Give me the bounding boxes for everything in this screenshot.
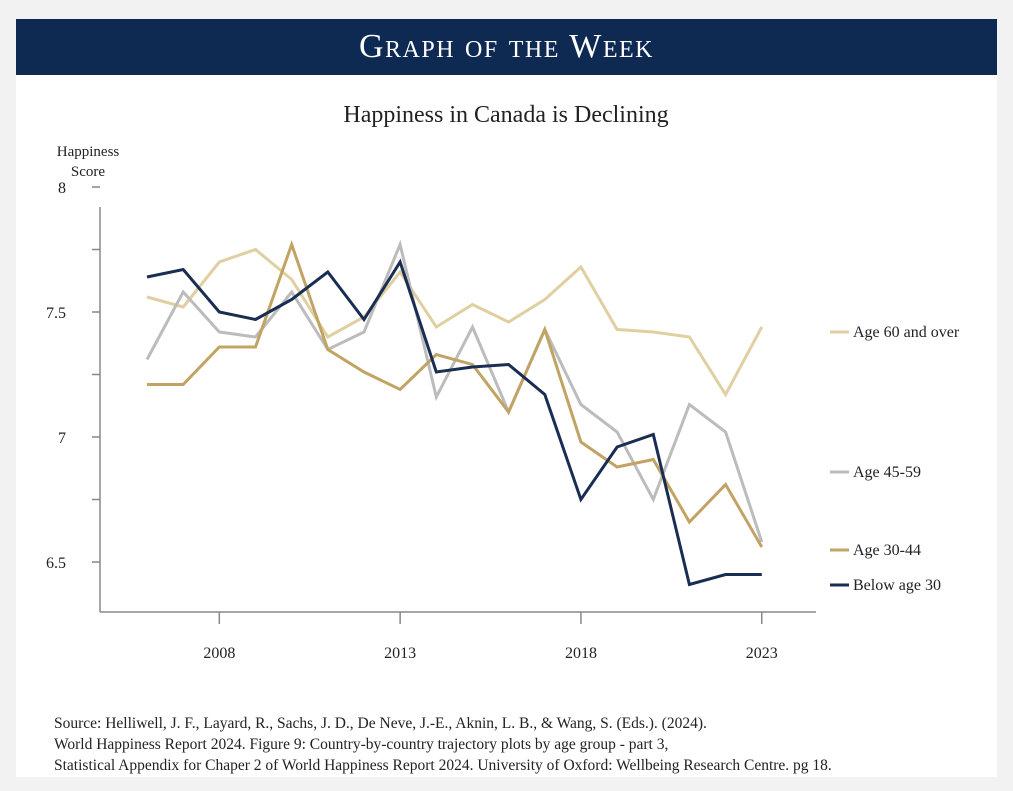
y-tick-label: 6.5 bbox=[46, 555, 66, 572]
y-tick-label: 8 bbox=[58, 180, 66, 197]
series-line-2 bbox=[147, 239, 764, 548]
source-line-1: Source: Helliwell, J. F., Layard, R., Sa… bbox=[54, 715, 707, 732]
x-tick-label: 2013 bbox=[384, 645, 416, 662]
x-tick-label: 2008 bbox=[203, 645, 235, 662]
legend-label-1: Age 45-59 bbox=[853, 464, 921, 481]
source-citation: Source: Helliwell, J. F., Layard, R., Sa… bbox=[54, 713, 832, 776]
graph-card: Graph of the Week Happiness in Canada is… bbox=[16, 19, 997, 777]
line-chart: Happiness in Canada is Declining Happines… bbox=[46, 102, 960, 662]
series-line-3 bbox=[146, 258, 762, 587]
source-line-2: World Happiness Report 2024. Figure 9: C… bbox=[54, 736, 669, 753]
y-tick-label: 7 bbox=[58, 430, 66, 447]
banner-title: Graph of the Week bbox=[358, 28, 655, 65]
legend-label-2: Age 30-44 bbox=[853, 542, 921, 559]
series-line-0 bbox=[146, 247, 764, 398]
source-line-3: Statistical Appendix for Chaper 2 of Wor… bbox=[54, 757, 832, 774]
x-tick-label: 2018 bbox=[565, 645, 597, 662]
legend-label-3: Below age 30 bbox=[853, 577, 941, 594]
y-axis-label-line-1: Happiness bbox=[57, 144, 120, 160]
legend-label-0: Age 60 and over bbox=[853, 324, 960, 341]
series-line-1 bbox=[145, 239, 764, 543]
chart-title: Happiness in Canada is Declining bbox=[343, 102, 668, 128]
y-tick-label: 7.5 bbox=[46, 305, 66, 322]
header-banner: Graph of the Week bbox=[16, 19, 997, 75]
x-tick-label: 2023 bbox=[746, 645, 778, 662]
y-axis-label-line-2: Score bbox=[71, 164, 105, 180]
